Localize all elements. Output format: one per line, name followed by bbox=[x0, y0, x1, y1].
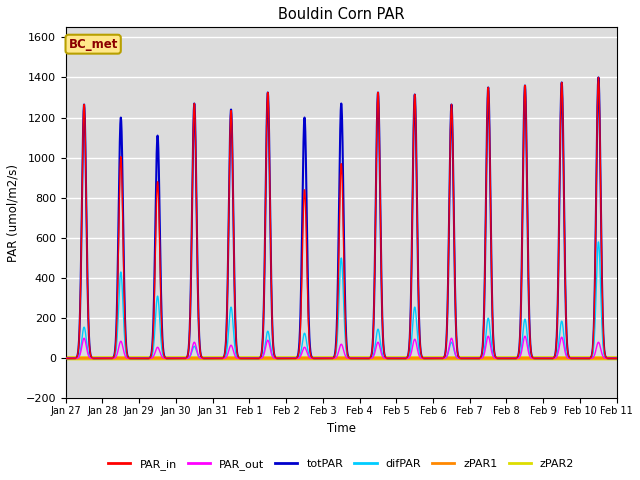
X-axis label: Time: Time bbox=[326, 421, 356, 434]
Title: Bouldin Corn PAR: Bouldin Corn PAR bbox=[278, 7, 404, 22]
Text: BC_met: BC_met bbox=[68, 38, 118, 51]
Legend: PAR_in, PAR_out, totPAR, difPAR, zPAR1, zPAR2: PAR_in, PAR_out, totPAR, difPAR, zPAR1, … bbox=[104, 455, 579, 475]
Y-axis label: PAR (umol/m2/s): PAR (umol/m2/s) bbox=[7, 164, 20, 262]
